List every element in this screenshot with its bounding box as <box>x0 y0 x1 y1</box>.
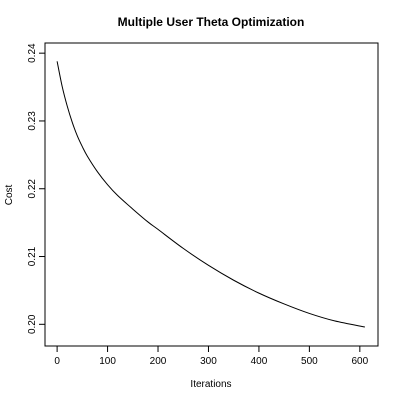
y-tick-label: 0.21 <box>27 246 38 266</box>
x-tick-label: 100 <box>99 356 116 367</box>
x-tick-label: 400 <box>251 356 268 367</box>
x-axis-label: Iterations <box>190 379 231 390</box>
series-layer <box>56 61 365 328</box>
x-tick-label: 300 <box>200 356 217 367</box>
x-tick-label: 0 <box>54 356 60 367</box>
y-axis-label: Cost <box>4 184 15 205</box>
x-axis: 0 100 200 300 400 500 600 <box>54 346 369 367</box>
x-tick-label: 200 <box>150 356 167 367</box>
x-tick-label: 600 <box>351 356 368 367</box>
cost-series-line <box>56 61 365 328</box>
y-tick-label: 0.20 <box>27 314 38 334</box>
y-tick-label: 0.22 <box>27 179 38 199</box>
x-tick-label: 500 <box>301 356 318 367</box>
plot-frame <box>44 42 379 347</box>
chart-title: Multiple User Theta Optimization <box>118 15 305 29</box>
y-axis: 0.20 0.21 0.22 0.23 0.24 <box>27 43 45 334</box>
y-tick-label: 0.24 <box>27 43 38 63</box>
y-tick-label: 0.23 <box>27 111 38 131</box>
